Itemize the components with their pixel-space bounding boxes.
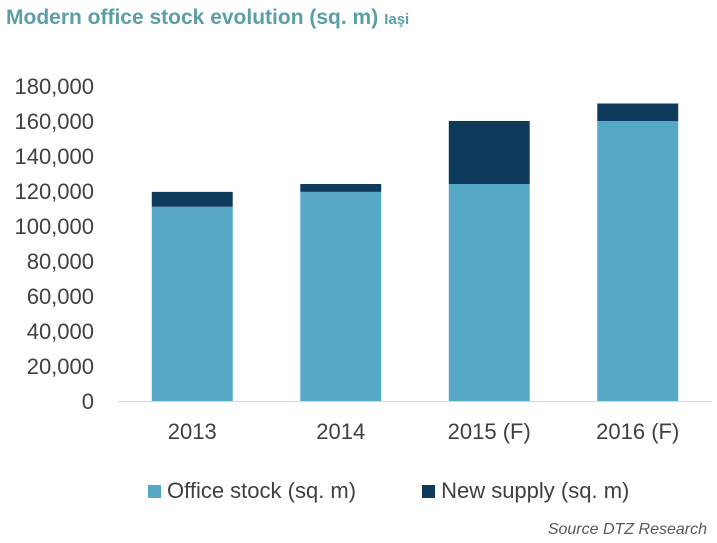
legend-item-office-stock: Office stock (sq. m) (148, 478, 356, 504)
y-tick-label: 60,000 (27, 284, 94, 309)
legend: Office stock (sq. m) New supply (sq. m) (148, 478, 695, 504)
x-tick-label: 2016 (F) (596, 419, 679, 444)
bar-office-stock (597, 121, 679, 401)
bars (151, 103, 679, 401)
bar-chart: 0 20,000 40,000 60,000 80,000 100,000 120,000 1… (14, 74, 712, 444)
bar-office-stock (300, 191, 382, 401)
bar-new-supply (300, 184, 382, 192)
y-tick-label: 160,000 (14, 109, 94, 134)
y-tick-label: 140,000 (14, 144, 94, 169)
y-tick-label: 40,000 (27, 319, 94, 344)
chart-title-text: Modern office stock evolution (sq. m) (6, 6, 379, 29)
legend-item-new-supply: New supply (sq. m) (422, 478, 629, 504)
y-tick-label: 20,000 (27, 354, 94, 379)
chart-subtitle: Iaşi (384, 11, 410, 28)
y-tick-label: 100,000 (14, 214, 94, 239)
x-tick-label: 2014 (316, 419, 365, 444)
bar-new-supply (151, 191, 233, 207)
bar-office-stock (448, 184, 530, 401)
bar-new-supply (448, 121, 530, 184)
y-tick-label: 180,000 (14, 74, 94, 99)
y-tick-label: 80,000 (27, 249, 94, 274)
legend-label-new-supply: New supply (sq. m) (441, 478, 630, 503)
x-axis: 2013 2014 2015 (F) 2016 (F) (168, 419, 680, 444)
x-tick-label: 2015 (F) (448, 419, 531, 444)
x-tick-label: 2013 (168, 419, 217, 444)
source-note: Source DTZ Research (547, 521, 707, 538)
y-tick-label: 0 (82, 389, 94, 414)
legend-swatch-office-stock (148, 484, 161, 498)
legend-label-office-stock: Office stock (sq. m) (167, 478, 357, 503)
bar-office-stock (151, 206, 233, 401)
legend-swatch-new-supply (422, 484, 436, 498)
bar-new-supply (597, 103, 679, 121)
y-axis: 0 20,000 40,000 60,000 80,000 100,000 120,000 1… (14, 74, 94, 414)
chart-title: Modern office stock evolution (sq. m) Iaş… (6, 6, 409, 30)
y-tick-label: 120,000 (14, 179, 94, 204)
